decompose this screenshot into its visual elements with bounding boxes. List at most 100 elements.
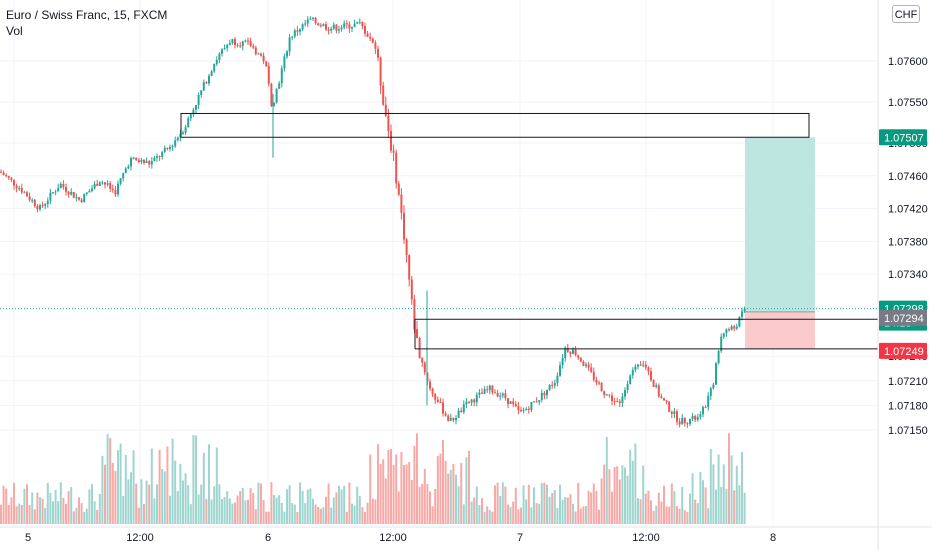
- volume-bar: [239, 490, 242, 524]
- volume-bar: [111, 462, 114, 524]
- volume-bar: [546, 484, 548, 524]
- volume-bar: [265, 511, 268, 524]
- volume-bar: [10, 497, 13, 524]
- volume-bar: [247, 499, 249, 524]
- candle-body: [642, 364, 645, 366]
- volume-bar: [735, 465, 738, 524]
- volume-bar: [132, 450, 135, 524]
- candle-body: [709, 388, 712, 396]
- candle-body: [249, 41, 252, 47]
- volume-bar: [392, 464, 395, 524]
- volume-bar: [374, 499, 377, 524]
- volume-bar: [507, 504, 509, 524]
- candle-body: [696, 416, 699, 420]
- candle-body: [481, 392, 483, 394]
- candle-body: [598, 382, 600, 384]
- candle-body: [218, 53, 221, 60]
- volume-bar: [197, 494, 200, 524]
- volume-bar: [639, 499, 642, 524]
- candle-body: [423, 362, 426, 373]
- candle-body: [179, 134, 182, 138]
- candle-body: [275, 88, 278, 103]
- volume-bar: [585, 505, 587, 524]
- volume-bar: [270, 482, 273, 524]
- candle-body: [67, 191, 70, 195]
- candle-body: [283, 56, 286, 69]
- volume-bar: [384, 478, 387, 524]
- candle-body: [192, 109, 195, 115]
- volume-bar: [514, 487, 517, 524]
- volume-bar: [70, 487, 73, 524]
- volume-bar: [169, 495, 171, 524]
- candle-body: [176, 137, 179, 141]
- price-tick-label: 1.07600: [888, 56, 928, 68]
- candle-body: [340, 27, 343, 30]
- candle-body: [358, 21, 361, 23]
- volume-bar: [486, 506, 489, 524]
- candle-body: [15, 185, 18, 189]
- candle-body: [707, 395, 710, 408]
- price-tick-label: 1.07460: [888, 171, 928, 183]
- volume-bar: [314, 504, 317, 524]
- candle-body: [405, 239, 408, 256]
- candle-body: [234, 39, 236, 46]
- volume-bar: [223, 497, 226, 524]
- candle-body: [738, 316, 741, 327]
- volume-bar: [686, 511, 689, 524]
- volume-bar: [405, 464, 408, 524]
- volume-bar: [275, 497, 278, 524]
- volume-bar: [161, 469, 164, 524]
- volume-bar: [468, 450, 470, 524]
- volume-bar: [33, 509, 36, 524]
- candle-body: [143, 159, 145, 163]
- candle-body: [702, 407, 704, 415]
- candle-body: [265, 61, 268, 67]
- volume-bar: [202, 452, 205, 524]
- candle-body: [390, 130, 392, 151]
- candle-body: [457, 410, 460, 418]
- candle-body: [670, 411, 673, 414]
- candle-body: [559, 365, 561, 376]
- volume-bar: [306, 489, 309, 524]
- volume-bar: [228, 498, 231, 524]
- volume-bar: [260, 483, 262, 524]
- volume-bar: [704, 487, 707, 524]
- volume-bar: [187, 485, 190, 524]
- volume-bar: [395, 454, 398, 524]
- candle-body: [525, 408, 528, 411]
- candlesticks: [0, 16, 746, 428]
- candle-body: [522, 410, 525, 412]
- volume-bar: [538, 503, 541, 524]
- volume-bar: [611, 491, 613, 524]
- candle-body: [439, 401, 442, 403]
- candle-body: [304, 23, 307, 25]
- volume-bar: [426, 483, 429, 524]
- volume-bar: [522, 485, 525, 524]
- candle-body: [228, 42, 231, 45]
- volume-bar: [205, 499, 208, 524]
- candle-body: [486, 389, 489, 391]
- candle-body: [387, 115, 390, 131]
- volume-bar: [470, 501, 473, 524]
- price-tick-label: 1.07180: [888, 400, 928, 412]
- price-tick-label: 1.07550: [888, 97, 928, 109]
- candle-body: [496, 392, 499, 397]
- candle-body: [223, 48, 226, 50]
- currency-button[interactable]: CHF: [892, 5, 920, 23]
- volume-bar: [499, 495, 502, 524]
- volume-bar: [280, 502, 283, 524]
- volume-bar: [254, 509, 257, 524]
- candle-body: [202, 82, 205, 91]
- volume-indicator-label[interactable]: Vol: [6, 24, 23, 38]
- volume-bar: [421, 484, 424, 524]
- volume-bar: [483, 511, 486, 524]
- candle-body: [182, 132, 184, 135]
- candle-body: [517, 406, 520, 411]
- volume-bar: [244, 500, 247, 524]
- candle-body: [101, 182, 104, 184]
- volume-bar: [291, 503, 294, 524]
- candle-body: [413, 299, 416, 330]
- candle-body: [195, 105, 197, 110]
- candle-body: [683, 417, 686, 424]
